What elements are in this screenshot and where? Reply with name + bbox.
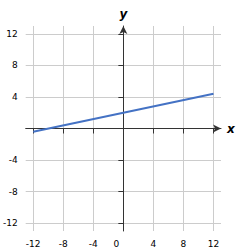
- svg-text:12: 12: [6, 29, 17, 39]
- svg-text:-4: -4: [89, 239, 98, 248]
- svg-text:-8: -8: [59, 239, 68, 248]
- svg-text:-4: -4: [9, 155, 18, 165]
- svg-text:8: 8: [181, 239, 187, 248]
- svg-text:4: 4: [12, 92, 18, 102]
- svg-text:-12: -12: [3, 218, 18, 228]
- svg-text:y: y: [119, 7, 128, 21]
- svg-text:x: x: [226, 122, 236, 136]
- svg-text:0: 0: [113, 239, 119, 248]
- svg-text:12: 12: [208, 239, 219, 248]
- svg-text:-12: -12: [26, 239, 41, 248]
- svg-text:4: 4: [151, 239, 157, 248]
- svg-text:8: 8: [12, 60, 18, 70]
- svg-text:-8: -8: [9, 187, 18, 197]
